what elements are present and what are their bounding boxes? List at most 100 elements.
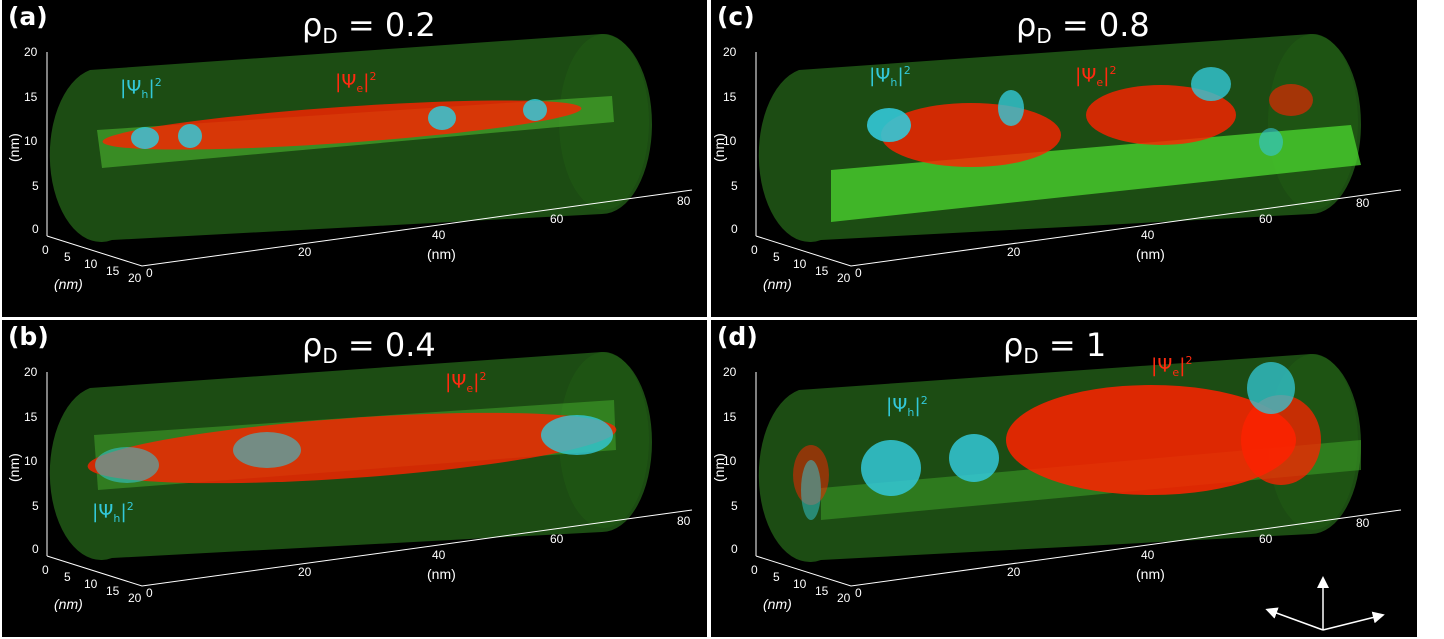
base-axis-line — [46, 189, 693, 267]
base-axis-line — [755, 189, 1402, 267]
hole-density — [949, 434, 999, 482]
hole-density — [131, 127, 159, 149]
y-tick: 10 — [793, 257, 807, 271]
z-tick: 15 — [24, 410, 38, 424]
z-tick: 0 — [32, 222, 39, 236]
z-tick: 10 — [24, 454, 38, 468]
z-axis-label: (nm) — [711, 453, 727, 482]
psi-sub: e — [1172, 366, 1180, 380]
electron-density — [1086, 85, 1236, 145]
core-surface — [831, 125, 1361, 222]
x-tick: 60 — [550, 532, 564, 546]
y-tick: 10 — [793, 577, 807, 591]
direction-010-label: [010] — [1290, 539, 1352, 565]
z-axis-label: (nm) — [6, 453, 22, 482]
y-tick: 20 — [128, 591, 142, 605]
hole-density — [1191, 67, 1231, 101]
x-tick: 60 — [1259, 212, 1273, 226]
psi-base: |Ψ — [92, 500, 114, 523]
psi-sup: 2 — [369, 70, 377, 83]
psi-sub: h — [113, 512, 121, 526]
z-tick: 0 — [731, 222, 738, 236]
z-tick: 0 — [731, 542, 738, 556]
x-axis-label: (nm) — [1136, 566, 1165, 582]
nanowire-plot-d — [755, 354, 1402, 587]
rho-sub: D — [322, 344, 338, 368]
nanowire-plot-a — [46, 34, 693, 267]
z-tick: 5 — [32, 179, 39, 193]
psi-h-label: |Ψh|2 — [886, 394, 928, 419]
hole-density — [1247, 362, 1295, 414]
rho-d-title: ρD = 0.8 — [1016, 6, 1150, 48]
y-tick: 20 — [837, 591, 851, 605]
y-axis-label: (nm) — [54, 276, 83, 292]
x-tick: 80 — [677, 514, 691, 528]
psi-base: |Ψ — [1151, 354, 1173, 377]
hole-density — [998, 90, 1024, 126]
z-tick: 5 — [731, 499, 738, 513]
shell-end-cap — [1268, 34, 1358, 210]
hole-density — [861, 440, 921, 496]
z-tick: 10 — [723, 134, 737, 148]
y-tick: 20 — [837, 271, 851, 285]
z-tick: 5 — [731, 179, 738, 193]
psi-bar: | — [473, 370, 480, 393]
rho-symbol: ρ — [1016, 6, 1037, 44]
rho-d-title: ρD = 0.2 — [302, 6, 436, 48]
rho-d-title: ρD = 1 — [1003, 326, 1106, 368]
hole-density — [541, 415, 613, 455]
z-tick: 20 — [24, 45, 38, 59]
y-tick: 0 — [42, 243, 49, 257]
x-tick: 80 — [677, 194, 691, 208]
rho-value: = 0.4 — [347, 326, 436, 364]
psi-base: |Ψ — [1075, 64, 1097, 87]
y-axis-label: (nm) — [54, 596, 83, 612]
psi-h-label: |Ψh|2 — [92, 500, 134, 525]
psi-e-label: |Ψe|2 — [335, 70, 377, 95]
z-tick: 5 — [32, 499, 39, 513]
psi-e-label: |Ψe|2 — [1151, 354, 1193, 379]
psi-bar: | — [897, 64, 904, 87]
psi-sup: 2 — [1185, 354, 1193, 367]
psi-sup: 2 — [479, 370, 487, 383]
panel-a: (a) ρD = 0.2 |Ψh|2 |Ψe|2 20 15 10 5 0 (n… — [2, 0, 707, 317]
psi-sub: e — [466, 382, 474, 396]
z-tick: 15 — [723, 90, 737, 104]
direction-001-label: [001] — [1352, 586, 1414, 612]
base-axis-line — [755, 509, 1402, 587]
x-tick: 0 — [855, 266, 862, 280]
psi-base: |Ψ — [445, 370, 467, 393]
hole-density — [95, 447, 159, 483]
nanowire-plot-c — [755, 34, 1402, 267]
y-tick: 15 — [106, 584, 120, 598]
psi-sup: 2 — [920, 394, 928, 407]
psi-bar: | — [1103, 64, 1110, 87]
x-tick: 20 — [298, 245, 312, 259]
z-tick: 20 — [24, 365, 38, 379]
x-tick: 40 — [1141, 548, 1155, 562]
rho-symbol: ρ — [302, 326, 323, 364]
rho-value: = 1 — [1048, 326, 1107, 364]
panel-label: (c) — [717, 2, 755, 31]
hole-density — [867, 108, 911, 142]
psi-bar: | — [148, 76, 155, 99]
z-axis-label: (nm) — [711, 133, 727, 162]
z-axis-label: (nm) — [6, 133, 22, 162]
psi-h-label: |Ψh|2 — [120, 76, 162, 101]
panel-b: (b) ρD = 0.4 |Ψe|2 |Ψh|2 20 15 10 5 0 (n… — [2, 320, 707, 637]
electron-density — [881, 103, 1061, 167]
x-tick: 20 — [298, 565, 312, 579]
rho-d-title: ρD = 0.4 — [302, 326, 436, 368]
psi-sup: 2 — [903, 64, 911, 77]
hole-density — [523, 99, 547, 121]
y-tick: 15 — [106, 264, 120, 278]
rho-sub: D — [1023, 344, 1039, 368]
psi-sup: 2 — [126, 500, 134, 513]
psi-e-label: |Ψe|2 — [445, 370, 487, 395]
x-tick: 0 — [146, 266, 153, 280]
z-tick: 15 — [723, 410, 737, 424]
x-tick: 20 — [1007, 245, 1021, 259]
x-tick: 0 — [146, 586, 153, 600]
psi-sup: 2 — [1109, 64, 1117, 77]
rho-sub: D — [1036, 24, 1052, 48]
